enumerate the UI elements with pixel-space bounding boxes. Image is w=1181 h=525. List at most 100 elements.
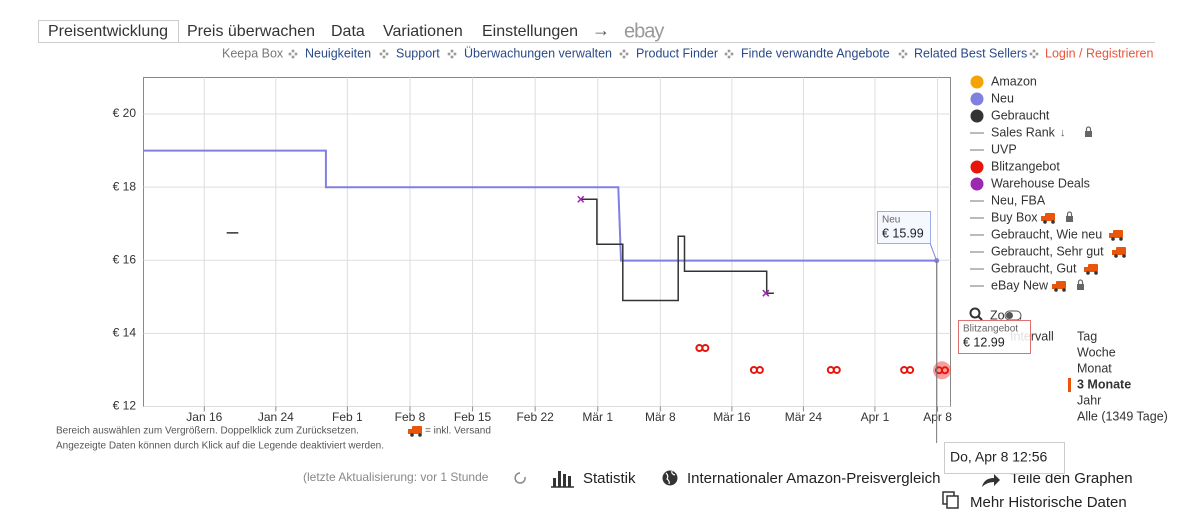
truck-icon-cab <box>1112 250 1116 255</box>
lock-shackle <box>1066 211 1073 216</box>
refresh-icon <box>514 472 526 484</box>
zoom-icon-handle <box>977 315 983 321</box>
nav-separator-dot <box>453 52 457 56</box>
nav-link[interactable]: Support <box>396 46 440 60</box>
range-option[interactable]: Monat <box>1077 361 1112 375</box>
crosshair-label: Do, Apr 8 12:56 <box>950 449 1048 465</box>
plot-area <box>143 77 951 407</box>
copy-icon-front <box>946 495 959 509</box>
truck-icon <box>1056 281 1066 289</box>
truck-icon <box>412 426 422 434</box>
footer-link[interactable]: Teile den Graphen <box>1010 470 1133 487</box>
nav-separator-dot <box>294 52 298 56</box>
x-tick-label: Feb 15 <box>454 410 492 424</box>
nav-link[interactable]: Related Best Sellers <box>914 46 1027 60</box>
legend-label[interactable]: Sales Rank <box>991 125 1056 139</box>
x-tick-label: Mär 24 <box>785 410 823 424</box>
tooltip-value: € 15.99 <box>882 226 924 240</box>
truck-wheel <box>410 433 414 437</box>
tab[interactable]: Preisentwicklung <box>48 23 168 40</box>
range-option[interactable]: Jahr <box>1077 393 1101 407</box>
truck-icon-cab <box>408 429 412 434</box>
nav-link[interactable]: Überwachungen verwalten <box>464 46 612 60</box>
footer-link[interactable]: Statistik <box>583 470 636 487</box>
flash-deal-marker <box>695 344 710 353</box>
nav-separator-dot <box>1035 52 1039 56</box>
range-option[interactable]: Tag <box>1077 329 1097 343</box>
sales-rank-sort-icon: ↓ <box>1060 127 1066 139</box>
legend-label[interactable]: Gebraucht <box>991 108 1050 122</box>
legend-label[interactable]: UVP <box>991 142 1017 156</box>
truck-wheel <box>1094 271 1098 275</box>
range-option[interactable]: 3 Monate <box>1077 377 1131 391</box>
tooltip-title: Blitzangebot <box>963 324 1018 335</box>
stats-icon-bar <box>563 474 566 487</box>
legend-label[interactable]: Neu <box>991 91 1014 105</box>
globe-icon <box>662 470 678 486</box>
tab[interactable]: Data <box>331 23 365 40</box>
tab[interactable]: Einstellungen <box>482 23 578 40</box>
y-tick-label: € 16 <box>113 252 137 266</box>
lock-icon <box>1077 284 1084 290</box>
tooltip-connector <box>929 242 938 261</box>
price-line <box>226 198 774 302</box>
share-icon <box>982 474 1000 487</box>
tab-ebay[interactable]: ebay <box>624 20 665 42</box>
y-tick-label: € 20 <box>113 106 137 120</box>
lock-shackle <box>1077 279 1084 284</box>
x-tick-label: Feb 8 <box>395 410 426 424</box>
truck-wheel <box>418 433 422 437</box>
footer-link[interactable]: Mehr Historische Daten <box>970 494 1127 511</box>
range-option[interactable]: Alle (1349 Tage) <box>1077 409 1168 423</box>
nav-separator-dot <box>901 55 905 59</box>
lock-icon <box>1066 216 1073 222</box>
legend-label[interactable]: Gebraucht, Sehr gut <box>991 244 1104 258</box>
tab-active-box <box>38 20 179 43</box>
nav-separator-dot <box>447 52 451 56</box>
warehouse-marker <box>762 289 770 297</box>
flash-deal-ring <box>701 344 710 353</box>
truck-wheel <box>1043 220 1047 224</box>
flash-deal-ring <box>832 365 841 374</box>
legend-label[interactable]: eBay New <box>991 278 1049 292</box>
legend-label[interactable]: Gebraucht, Gut <box>991 261 1077 275</box>
nav-separator-dot <box>288 52 292 56</box>
nav-link[interactable]: Product Finder <box>636 46 718 60</box>
footer-link[interactable]: Internationaler Amazon-Preisvergleich <box>687 470 940 487</box>
legend-label[interactable]: Neu, FBA <box>991 193 1046 207</box>
flash-deal-ring <box>941 366 950 375</box>
y-tick-label: € 14 <box>113 326 137 340</box>
nav-link[interactable]: Neuigkeiten <box>305 46 371 60</box>
nav-login[interactable]: Login / Registrieren <box>1045 46 1153 60</box>
stats-icon-bar <box>558 471 561 487</box>
crosshair-label-box <box>944 442 1065 474</box>
tab[interactable]: Preis überwachen <box>187 23 315 40</box>
nav-separator-dot <box>385 52 389 56</box>
tooltip-value: € 12.99 <box>963 335 1005 349</box>
nav-link[interactable]: Finde verwandte Angebote <box>741 46 890 60</box>
legend-swatch <box>970 109 984 123</box>
nav-separator-dot <box>625 52 629 56</box>
nav-separator-dot <box>901 49 905 53</box>
truck-icon <box>1045 213 1055 221</box>
warehouse-marker <box>577 195 585 203</box>
truck-wheel <box>1054 288 1058 292</box>
nav-separator-dot <box>450 55 454 59</box>
nav-separator-dot <box>450 49 454 53</box>
stats-icon-bar <box>568 476 571 487</box>
truck-icon <box>1113 230 1123 238</box>
legend-label[interactable]: Warehouse Deals <box>991 176 1090 190</box>
legend-label[interactable]: Buy Box <box>991 210 1038 224</box>
note: Angezeigte Daten können durch Klick auf … <box>56 441 384 452</box>
legend-label[interactable]: Blitzangebot <box>991 159 1060 173</box>
nav-label: Keepa Box <box>222 46 284 60</box>
range-selected-bar <box>1068 378 1071 392</box>
note: Bereich auswählen zum Vergrößern. Doppel… <box>56 426 359 437</box>
range-option[interactable]: Woche <box>1077 345 1116 359</box>
nav-separator-dot <box>622 49 626 53</box>
legend-label[interactable]: Amazon <box>991 74 1037 88</box>
tab[interactable]: Variationen <box>383 23 463 40</box>
nav-separator-dot <box>1032 49 1036 53</box>
lock-shackle <box>1085 126 1092 131</box>
legend-label[interactable]: Gebraucht, Wie neu <box>991 227 1102 241</box>
